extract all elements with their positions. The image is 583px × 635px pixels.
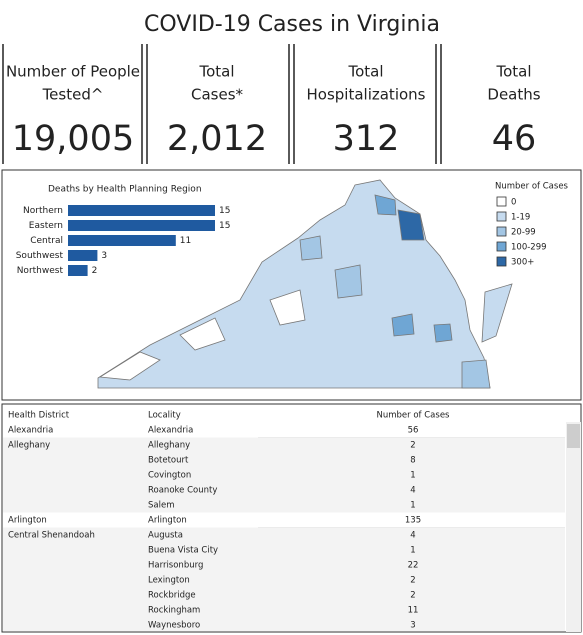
kpi-dividers xyxy=(2,44,442,164)
cases: 56 xyxy=(408,426,419,436)
district: Alleghany xyxy=(8,441,50,451)
column-header: Locality xyxy=(148,411,181,421)
kpi-label: Total xyxy=(198,63,234,81)
locality: Buena Vista City xyxy=(148,546,218,556)
locality: Covington xyxy=(148,471,191,481)
kpi-label: Tested^ xyxy=(42,86,104,104)
cases: 2 xyxy=(410,441,415,451)
locality: Waynesboro xyxy=(148,621,200,631)
group-band xyxy=(3,527,565,631)
cases: 22 xyxy=(408,561,419,571)
kpi-value: 19,005 xyxy=(12,119,134,159)
legend-swatch xyxy=(496,241,507,252)
legend-label: 300+ xyxy=(511,258,534,268)
kpi-label: Total xyxy=(347,63,383,81)
legend-label: 0 xyxy=(511,198,516,208)
kpi-value: 2,012 xyxy=(167,119,267,159)
column-header: Number of Cases xyxy=(377,411,451,421)
legend-label: 100-299 xyxy=(511,243,547,253)
group-band xyxy=(3,437,565,513)
cases: 4 xyxy=(410,531,415,541)
legend-title: Number of Cases xyxy=(495,182,569,192)
district: Arlington xyxy=(8,516,47,526)
kpi-value: 46 xyxy=(492,119,537,159)
value-label: 15 xyxy=(219,221,230,231)
locality: Rockingham xyxy=(148,606,200,616)
cases: 1 xyxy=(410,471,415,481)
scroll-thumb[interactable] xyxy=(567,424,580,448)
virginia-map xyxy=(97,179,513,389)
bar xyxy=(68,250,98,261)
chart-title: Deaths by Health Planning Region xyxy=(48,185,202,195)
column-header: Health District xyxy=(8,411,70,421)
cases: 2 xyxy=(410,576,415,586)
category-label: Eastern xyxy=(29,221,63,231)
cases: 1 xyxy=(410,501,415,511)
legend-swatch xyxy=(496,196,507,207)
locality: Augusta xyxy=(148,531,183,541)
value-label: 2 xyxy=(92,266,98,276)
value-label: 15 xyxy=(219,206,230,216)
table: Health District Locality Number of Cases Al… xyxy=(3,411,565,631)
bar xyxy=(68,235,176,246)
locality: Alleghany xyxy=(148,441,190,451)
bar xyxy=(68,205,215,216)
legend-label: 1-19 xyxy=(511,213,530,223)
category-label: Southwest xyxy=(16,251,64,261)
bar xyxy=(68,265,88,276)
legend-swatch xyxy=(496,211,507,222)
locality: Botetourt xyxy=(148,456,189,466)
kpi-label: Number of People xyxy=(6,63,140,81)
locality: Salem xyxy=(148,501,174,511)
kpi-label: Deaths xyxy=(487,86,540,104)
kpi-value: 312 xyxy=(333,119,400,159)
cases: 4 xyxy=(410,486,415,496)
kpi-label: Hospitalizations xyxy=(307,86,426,104)
locality: Rockbridge xyxy=(148,591,196,601)
cases: 11 xyxy=(408,606,419,616)
value-label: 11 xyxy=(180,236,191,246)
kpi-label: Cases* xyxy=(191,86,244,104)
bar xyxy=(68,220,215,231)
title: COVID-19 Cases in Virginia xyxy=(144,12,440,37)
kpi-label: Total xyxy=(495,63,531,81)
legend-swatch xyxy=(496,256,507,267)
category-label: Northwest xyxy=(17,266,64,276)
locality: Harrisonburg xyxy=(148,561,203,571)
district: Central Shenandoah xyxy=(8,531,95,541)
category-label: Central xyxy=(30,236,63,246)
locality: Alexandria xyxy=(148,426,193,436)
scrollbar[interactable] xyxy=(566,422,581,632)
district: Alexandria xyxy=(8,426,53,436)
locality: Roanoke County xyxy=(148,486,217,496)
value-label: 3 xyxy=(101,251,107,261)
locality: Lexington xyxy=(148,576,190,586)
cases: 2 xyxy=(410,591,415,601)
cases: 1 xyxy=(410,546,415,556)
legend-label: 20-99 xyxy=(511,228,536,238)
category-label: Northern xyxy=(23,206,63,216)
legend-swatch xyxy=(496,226,507,237)
cases: 135 xyxy=(405,516,421,526)
locality: Arlington xyxy=(148,516,187,526)
cases: 3 xyxy=(410,621,415,631)
cases: 8 xyxy=(410,456,415,466)
